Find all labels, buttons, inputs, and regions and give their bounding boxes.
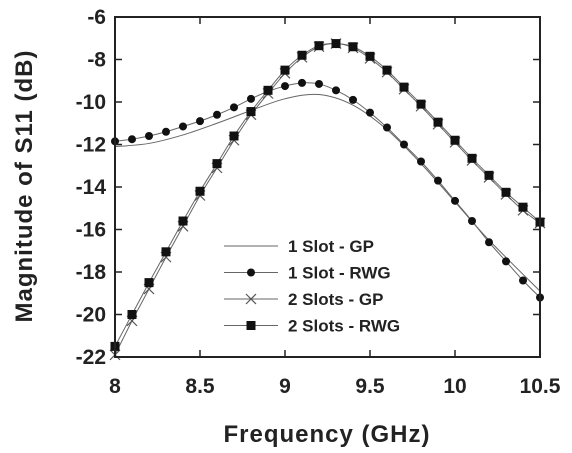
data-point-series-2 xyxy=(281,82,289,91)
data-point-series-2 xyxy=(519,276,527,285)
y-tick-label: -20 xyxy=(76,304,106,327)
x-tick-label: 10.5 xyxy=(520,375,561,398)
data-point-series-2 xyxy=(196,117,204,126)
x-axis-label: Frequency (GHz) xyxy=(223,421,430,448)
data-point-series-4 xyxy=(195,186,205,196)
data-point-series-4 xyxy=(246,107,256,117)
legend: 1 Slot - GP 1 Slot - RWG 2 Slots - GP 2 Slo… xyxy=(224,237,400,336)
data-point-series-4 xyxy=(433,117,443,127)
legend-label: 2 Slots - GP xyxy=(288,290,383,309)
data-point-series-2 xyxy=(485,238,493,247)
data-point-series-2 xyxy=(349,95,357,104)
data-point-series-4 xyxy=(229,131,239,141)
data-point-series-4 xyxy=(297,50,307,60)
data-point-series-4 xyxy=(348,42,358,52)
data-point-series-2 xyxy=(417,157,425,166)
data-point-series-4 xyxy=(484,170,494,180)
data-point-series-4 xyxy=(382,65,392,75)
legend-marker xyxy=(247,268,255,277)
data-point-series-4 xyxy=(467,153,477,163)
x-axis-ticks: 8 8.5 9 9.5 10 10.5 xyxy=(109,17,561,398)
legend-label: 1 Slot - GP xyxy=(288,237,374,256)
y-tick-label: -18 xyxy=(76,261,107,284)
data-point-series-2 xyxy=(451,196,459,205)
x-tick-label: 8 xyxy=(109,375,121,398)
data-point-series-4 xyxy=(263,85,273,95)
y-tick-label: -16 xyxy=(76,219,106,242)
data-point-series-4 xyxy=(416,99,426,109)
data-point-series-2 xyxy=(366,108,374,117)
data-point-series-2 xyxy=(179,122,187,131)
data-point-series-4 xyxy=(127,310,137,319)
x-tick-label: 10 xyxy=(443,375,466,398)
data-point-series-2 xyxy=(315,79,323,88)
y-tick-label: -6 xyxy=(87,6,106,29)
data-point-series-2 xyxy=(298,78,306,87)
markers-layer xyxy=(109,38,546,361)
data-point-series-2 xyxy=(383,123,391,132)
data-point-series-4 xyxy=(518,202,528,212)
data-point-series-2 xyxy=(400,140,408,149)
legend-item: 1 Slot - GP xyxy=(224,237,374,256)
data-point-series-4 xyxy=(450,135,460,145)
data-point-series-2 xyxy=(145,132,153,140)
y-tick-label: -10 xyxy=(76,91,106,114)
data-point-series-2 xyxy=(332,86,340,95)
data-point-series-2 xyxy=(128,135,136,144)
legend-marker xyxy=(246,321,256,330)
data-point-series-4 xyxy=(212,159,222,169)
y-tick-label: -8 xyxy=(87,49,106,72)
data-point-series-4 xyxy=(331,39,341,49)
data-point-series-4 xyxy=(161,247,171,257)
data-point-series-4 xyxy=(314,41,324,51)
data-point-series-2 xyxy=(247,94,255,103)
x-tick-label: 9 xyxy=(279,375,291,398)
data-point-series-2 xyxy=(162,127,170,136)
data-point-series-2 xyxy=(230,103,238,112)
x-tick-label: 8.5 xyxy=(185,375,215,398)
y-axis-label: Magnitude of S11 (dB) xyxy=(11,50,38,323)
data-point-series-4 xyxy=(178,216,188,226)
y-axis-ticks: -22 -20 -18 -16 -14 -12 -10 -8 -6 xyxy=(76,6,540,369)
data-point-series-2 xyxy=(213,110,221,119)
legend-marker xyxy=(245,293,257,305)
y-tick-label: -22 xyxy=(76,346,106,369)
data-point-series-2 xyxy=(468,217,476,225)
data-point-series-4 xyxy=(365,51,375,61)
legend-item: 1 Slot - RWG xyxy=(224,264,391,283)
y-tick-label: -14 xyxy=(76,176,107,199)
series-line-1 xyxy=(114,93,541,292)
legend-item: 2 Slots - RWG xyxy=(224,317,400,336)
data-point-series-4 xyxy=(399,82,409,92)
y-tick-label: -12 xyxy=(76,134,106,157)
data-point-series-4 xyxy=(144,278,154,288)
legend-label: 2 Slots - RWG xyxy=(288,317,400,336)
data-point-series-2 xyxy=(502,257,510,266)
data-point-series-4 xyxy=(501,187,511,197)
legend-item: 2 Slots - GP xyxy=(224,290,383,309)
x-tick-label: 9.5 xyxy=(355,375,385,398)
data-point-series-4 xyxy=(280,65,290,75)
data-point-series-2 xyxy=(434,176,442,185)
legend-label: 1 Slot - RWG xyxy=(288,264,391,283)
